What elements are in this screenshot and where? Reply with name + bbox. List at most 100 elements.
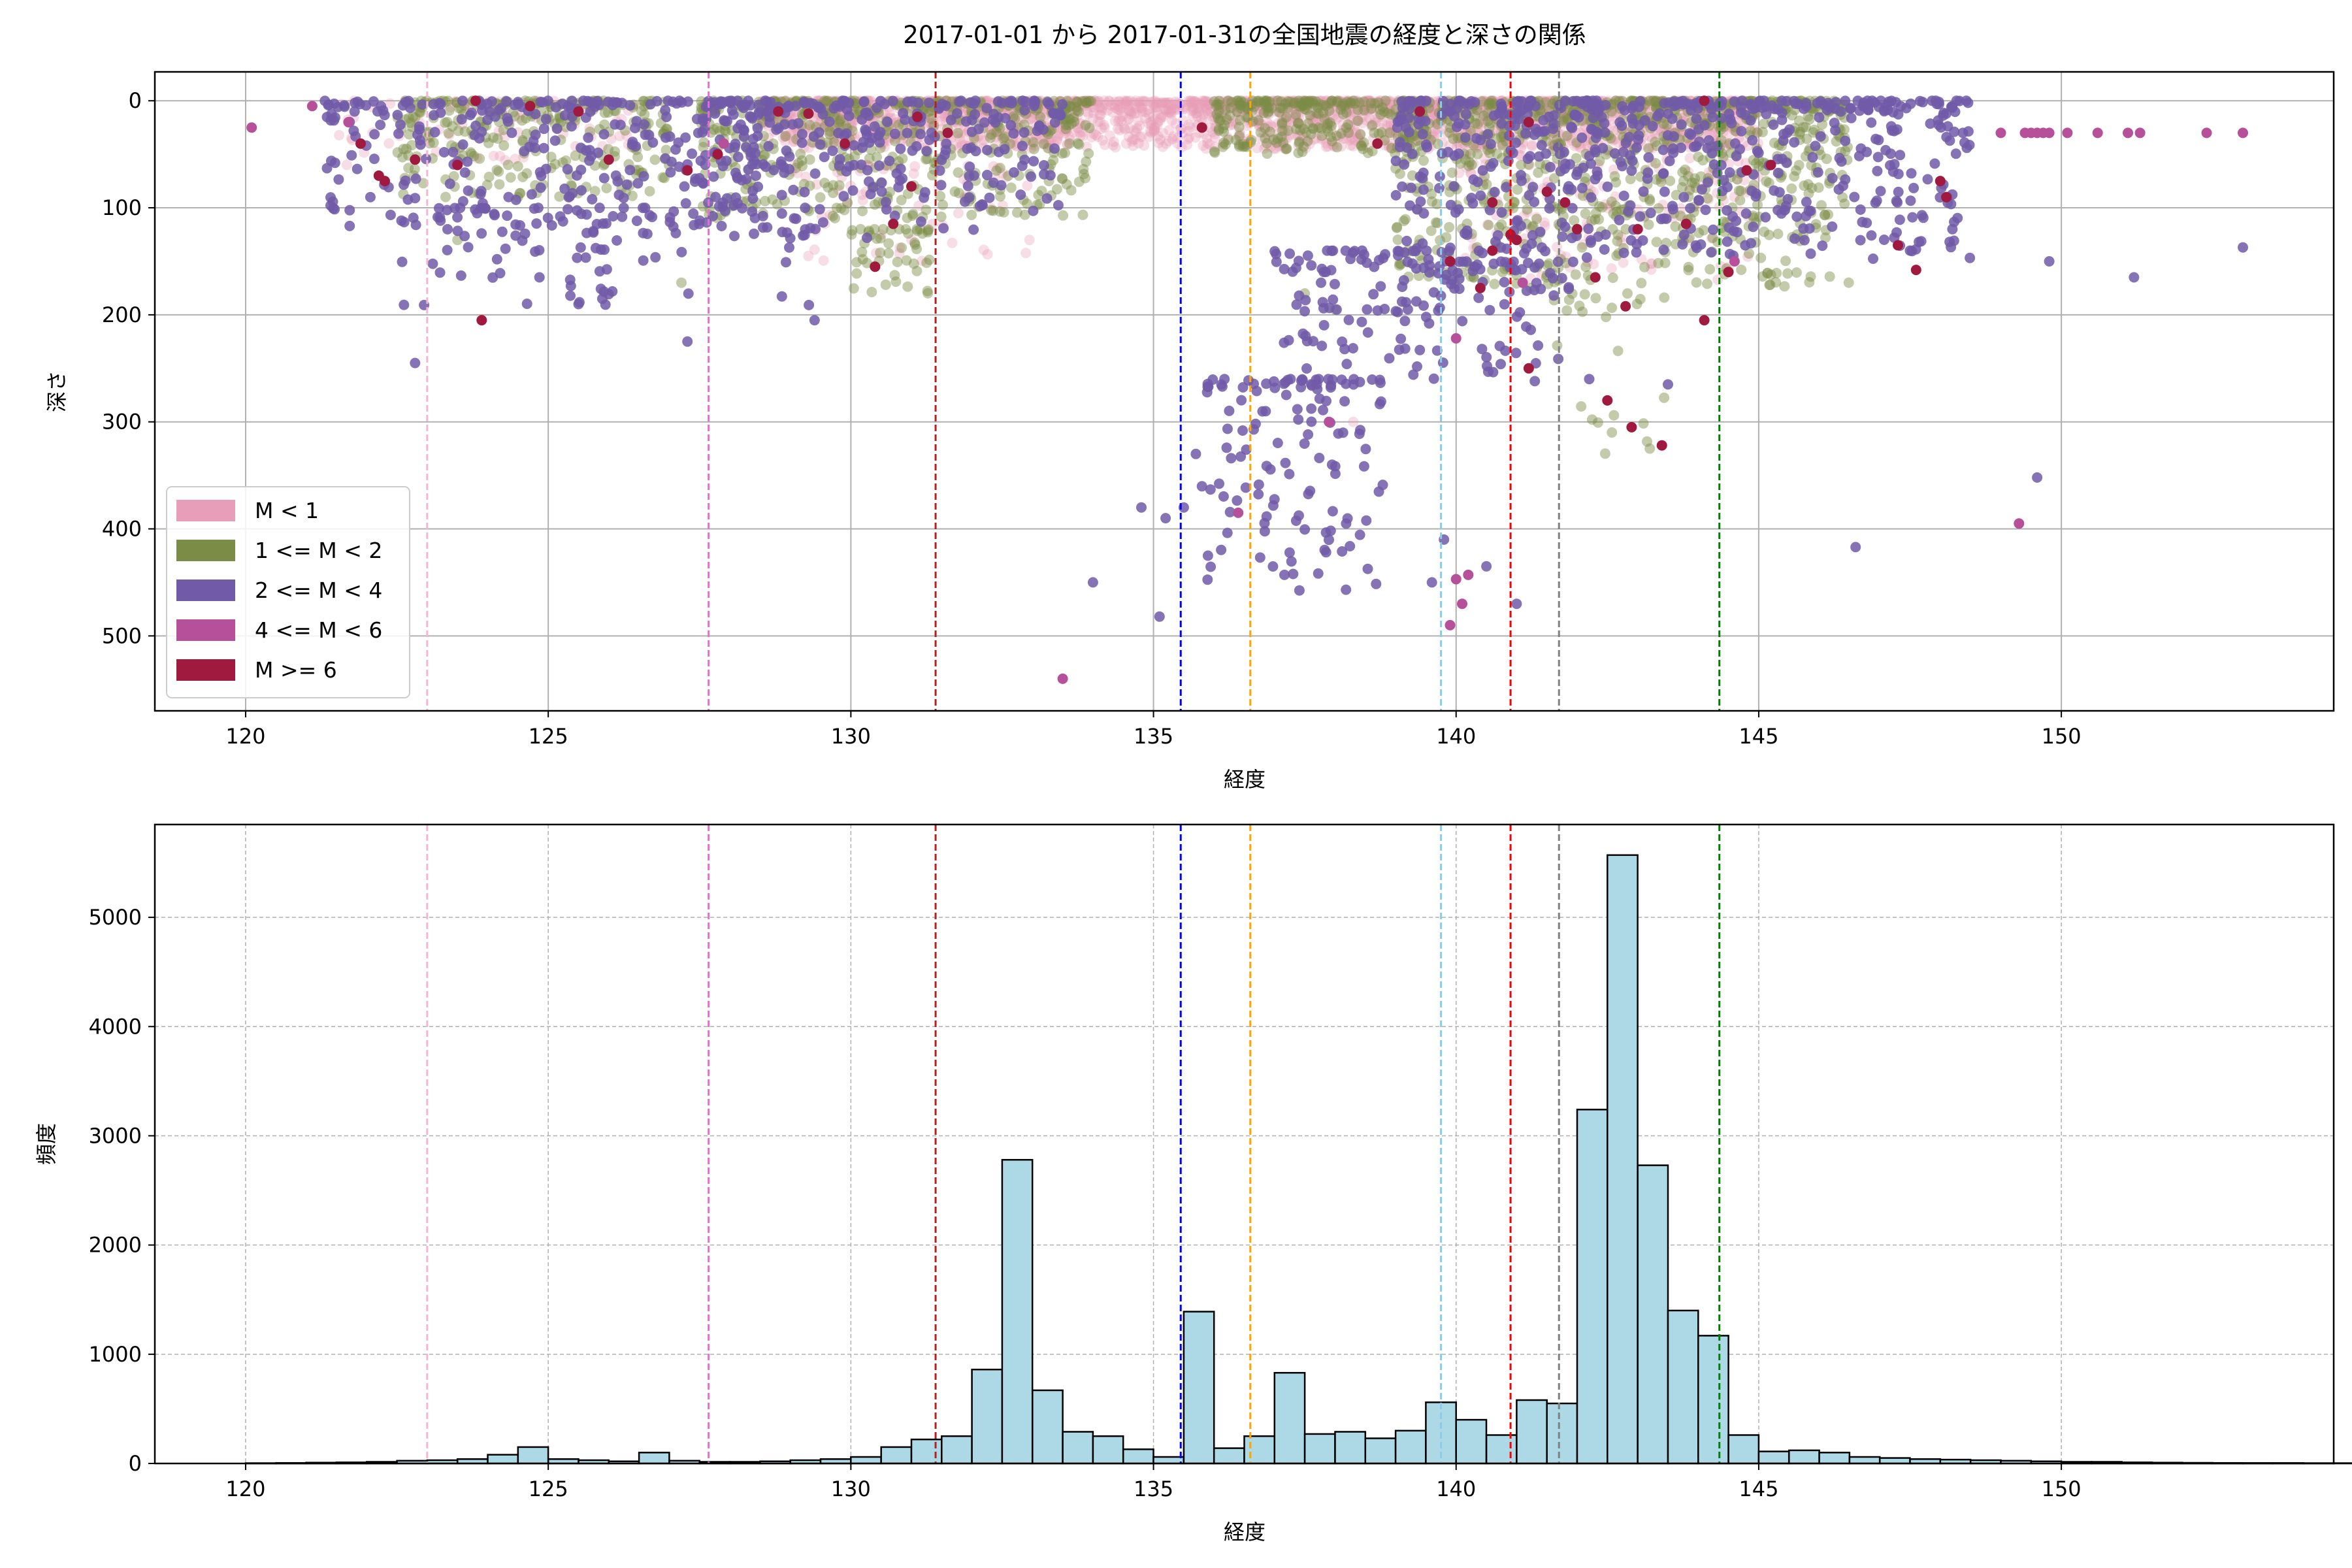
data-point xyxy=(1084,96,1095,107)
data-point xyxy=(834,114,845,125)
data-point xyxy=(1339,104,1350,115)
data-point xyxy=(1295,106,1306,118)
data-point xyxy=(1346,106,1357,118)
data-point xyxy=(1065,114,1076,125)
data-point xyxy=(1066,185,1077,196)
data-point xyxy=(1645,95,1656,106)
data-point xyxy=(890,117,902,128)
data-point xyxy=(1074,118,1085,129)
data-point xyxy=(368,96,379,107)
data-point xyxy=(1116,116,1127,127)
data-point xyxy=(1352,116,1364,126)
data-point xyxy=(876,186,887,197)
data-point xyxy=(1256,105,1267,116)
data-point xyxy=(1125,95,1135,106)
data-point xyxy=(1477,114,1488,125)
data-point xyxy=(1301,101,1313,112)
data-point xyxy=(1166,115,1177,126)
data-point xyxy=(697,127,708,138)
data-point xyxy=(559,183,570,194)
data-point xyxy=(384,138,395,149)
data-point xyxy=(1464,157,1475,168)
data-point xyxy=(1722,138,1733,149)
data-point xyxy=(1260,99,1271,110)
data-point xyxy=(1230,96,1241,107)
data-point xyxy=(1204,98,1215,109)
data-point xyxy=(1771,277,1782,288)
data-point xyxy=(1260,95,1271,106)
data-point xyxy=(1454,167,1465,178)
data-point xyxy=(892,257,903,267)
data-point xyxy=(798,178,809,189)
data-point xyxy=(1208,114,1219,125)
data-point xyxy=(1575,142,1586,154)
data-point xyxy=(488,132,499,143)
data-point xyxy=(429,110,439,121)
data-point xyxy=(1084,122,1095,133)
data-point xyxy=(1337,133,1348,144)
data-point xyxy=(1429,125,1441,137)
data-point xyxy=(1123,103,1134,114)
data-point xyxy=(804,120,815,131)
data-point xyxy=(1064,131,1075,142)
data-point xyxy=(1130,95,1141,106)
data-point xyxy=(1109,99,1120,110)
data-point xyxy=(587,194,598,204)
data-point xyxy=(1028,205,1039,216)
data-point xyxy=(1333,112,1344,123)
data-point xyxy=(1152,120,1163,131)
data-point xyxy=(1104,96,1115,107)
data-point xyxy=(1297,146,1308,157)
data-point xyxy=(1261,99,1272,110)
data-point xyxy=(1164,107,1175,118)
data-point xyxy=(1209,132,1220,143)
data-point xyxy=(1300,142,1311,154)
data-point xyxy=(1149,122,1160,133)
data-point xyxy=(1353,132,1364,143)
data-point xyxy=(1266,141,1277,152)
data-point xyxy=(660,105,671,116)
data-point xyxy=(923,106,934,117)
data-point xyxy=(1060,125,1071,137)
data-point xyxy=(1552,340,1563,351)
data-point xyxy=(1183,95,1194,106)
data-point xyxy=(818,255,829,266)
data-point xyxy=(1351,115,1362,126)
data-point xyxy=(923,112,934,122)
data-point xyxy=(915,216,926,227)
data-point xyxy=(1038,160,1049,171)
data-point xyxy=(1365,97,1376,108)
data-point xyxy=(1130,99,1141,109)
data-point xyxy=(1366,103,1377,114)
data-point xyxy=(1638,418,1649,429)
data-point xyxy=(1347,95,1358,106)
data-point xyxy=(788,184,799,195)
data-point xyxy=(1053,128,1064,139)
data-point xyxy=(947,237,958,248)
data-point xyxy=(1180,103,1191,114)
data-point xyxy=(1311,133,1322,144)
data-point xyxy=(698,115,709,126)
data-point xyxy=(1239,103,1250,114)
data-point xyxy=(1475,119,1486,129)
data-point xyxy=(1618,257,1629,268)
data-point xyxy=(719,125,730,136)
data-point xyxy=(1605,111,1616,122)
data-point xyxy=(1140,113,1151,124)
data-point xyxy=(1049,143,1060,154)
data-point xyxy=(1057,124,1068,135)
data-point xyxy=(459,231,470,242)
data-point xyxy=(1077,209,1088,220)
data-point xyxy=(1222,132,1233,143)
data-point xyxy=(1281,133,1292,144)
data-point xyxy=(917,255,928,267)
data-point xyxy=(555,211,566,222)
data-point xyxy=(572,252,583,263)
data-point xyxy=(409,163,420,174)
data-point xyxy=(549,135,561,146)
data-point xyxy=(1120,138,1132,149)
data-point xyxy=(1161,106,1171,117)
data-point xyxy=(1610,191,1621,202)
data-point xyxy=(1210,121,1221,132)
data-point xyxy=(1166,106,1177,118)
